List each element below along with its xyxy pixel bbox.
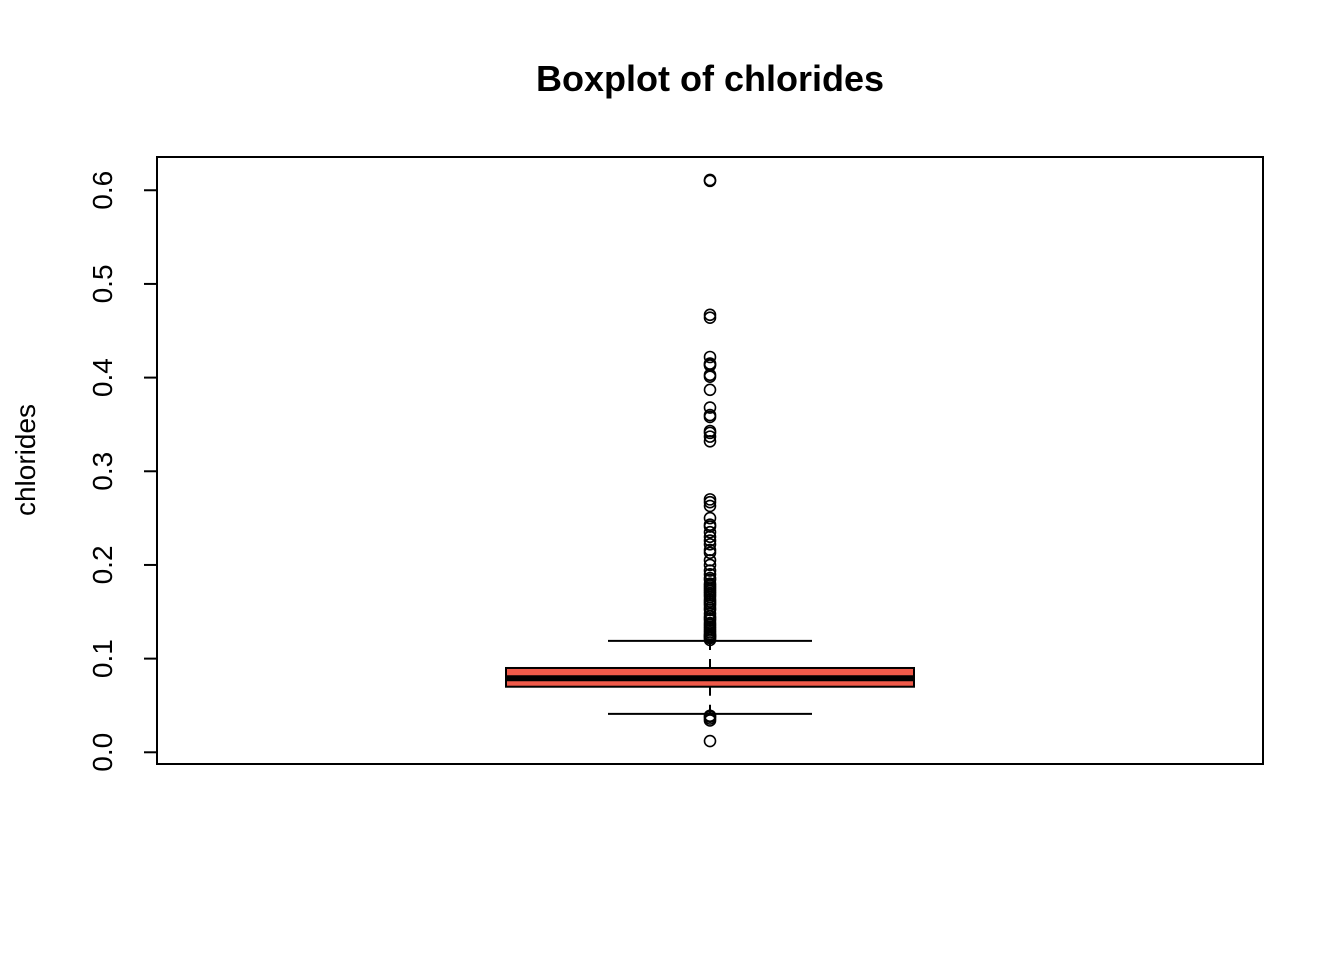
outlier-point [703, 308, 717, 322]
y-tick-label: 0.5 [87, 264, 118, 303]
outlier-point [703, 571, 717, 585]
outlier-point [703, 534, 717, 547]
y-tick-label: 0.2 [87, 545, 118, 584]
y-tick-label: 0.4 [87, 358, 118, 397]
outlier-point [703, 543, 717, 557]
outlier-point [703, 350, 717, 364]
y-tick-label: 0.3 [87, 452, 118, 491]
y-tick-label: 0.0 [87, 733, 118, 772]
outlier-point [703, 511, 717, 525]
outlier-point [703, 709, 717, 723]
chart-title: Boxplot of chlorides [535, 58, 884, 99]
outlier-point [703, 577, 717, 590]
outlier-point [703, 558, 717, 572]
outlier-point [703, 383, 717, 397]
outlier-point [703, 430, 717, 443]
outlier-point [703, 499, 717, 513]
y-axis: 0.0 0.1 0.2 0.3 0.4 0.5 0.6 [87, 171, 158, 772]
outlier-point [703, 408, 717, 422]
outlier-point [703, 493, 717, 506]
outlier-point [703, 173, 717, 187]
y-tick-label: 0.6 [87, 171, 118, 210]
outlier-point [703, 568, 717, 581]
outliers [703, 173, 717, 748]
outlier-point [703, 401, 717, 414]
y-tick-label: 0.1 [87, 639, 118, 678]
box [505, 666, 915, 688]
outlier-point [703, 538, 717, 551]
outlier-point [703, 525, 717, 539]
outlier-point [703, 424, 717, 438]
outlier-point [703, 357, 717, 370]
outlier-point [703, 734, 717, 748]
outlier-point [703, 518, 717, 531]
